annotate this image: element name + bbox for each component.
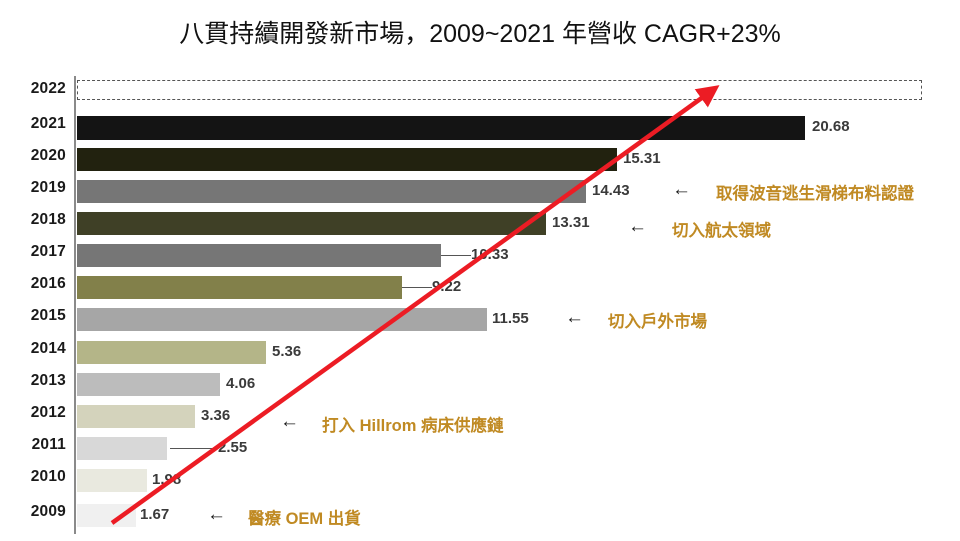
chart-title: 八貫持續開發新市場，2009~2021 年營收 CAGR+23% (179, 20, 781, 48)
bar-2018[interactable] (77, 212, 546, 235)
leader-line-2016 (402, 286, 432, 288)
bar-2013[interactable] (77, 373, 220, 396)
bar-2015[interactable] (77, 308, 487, 331)
value-label-2014: 5.36 (272, 343, 302, 360)
leader-line-2017 (441, 254, 471, 256)
bar-2012[interactable] (77, 405, 195, 428)
value-label-2016: 9.22 (432, 278, 462, 295)
bar-2021[interactable] (77, 116, 805, 140)
year-label-2012: 2012 (30, 404, 66, 421)
annotation-arrow-icon: ← (207, 504, 226, 525)
bar-2009[interactable] (77, 504, 136, 527)
year-label-2017: 2017 (30, 243, 66, 260)
bar-2010[interactable] (77, 469, 147, 492)
annotation-arrow-icon: ← (672, 179, 691, 200)
year-label-2011: 2011 (31, 436, 66, 453)
bar-2016[interactable] (77, 276, 402, 299)
year-label-2020: 2020 (30, 147, 66, 164)
value-label-2009: 1.67 (140, 506, 170, 523)
year-label-2016: 2016 (30, 275, 66, 292)
value-label-2020: 15.31 (623, 150, 661, 167)
value-label-2017: 10.33 (471, 246, 509, 263)
value-label-2012: 3.36 (201, 407, 231, 424)
value-label-2011: 2.55 (218, 439, 248, 456)
value-label-2018: 13.31 (552, 214, 590, 231)
annotation-arrow-icon: ← (280, 411, 299, 432)
bar-2019[interactable] (77, 180, 586, 203)
year-label-2009: 2009 (30, 503, 66, 520)
value-label-2015: 11.55 (492, 310, 529, 327)
annotation-arrow-icon: ← (628, 216, 647, 237)
annotation-arrow-icon: ← (565, 307, 584, 328)
annotation-text: 醫療 OEM 出貨 (248, 510, 361, 528)
bar-2020[interactable] (77, 148, 617, 171)
year-label-2018: 2018 (30, 211, 66, 228)
annotation-text: 打入 Hillrom 病床供應鏈 (322, 417, 504, 435)
value-label-2021: 20.68 (812, 118, 850, 135)
year-label-2010: 2010 (30, 468, 66, 485)
year-label-2014: 2014 (30, 340, 66, 357)
bar-2017[interactable] (77, 244, 441, 267)
value-label-2019: 14.43 (592, 182, 630, 199)
year-label-2013: 2013 (30, 372, 66, 389)
bar-2022[interactable] (77, 80, 922, 100)
leader-line-2011 (170, 447, 215, 449)
value-label-2010: 1.98 (152, 471, 182, 488)
bar-2014[interactable] (77, 341, 266, 364)
annotation-text: 切入戶外市場 (608, 313, 707, 331)
bar-2011[interactable] (77, 437, 167, 460)
value-label-2013: 4.06 (226, 375, 256, 392)
year-label-2019: 2019 (30, 179, 66, 196)
year-label-2022: 2022 (30, 80, 66, 97)
year-label-2015: 2015 (30, 307, 66, 324)
annotation-text: 取得波音逃生滑梯布料認證 (716, 185, 914, 203)
annotation-text: 切入航太領域 (672, 222, 771, 240)
y-axis-line (74, 76, 76, 534)
year-label-2021: 2021 (30, 115, 66, 132)
